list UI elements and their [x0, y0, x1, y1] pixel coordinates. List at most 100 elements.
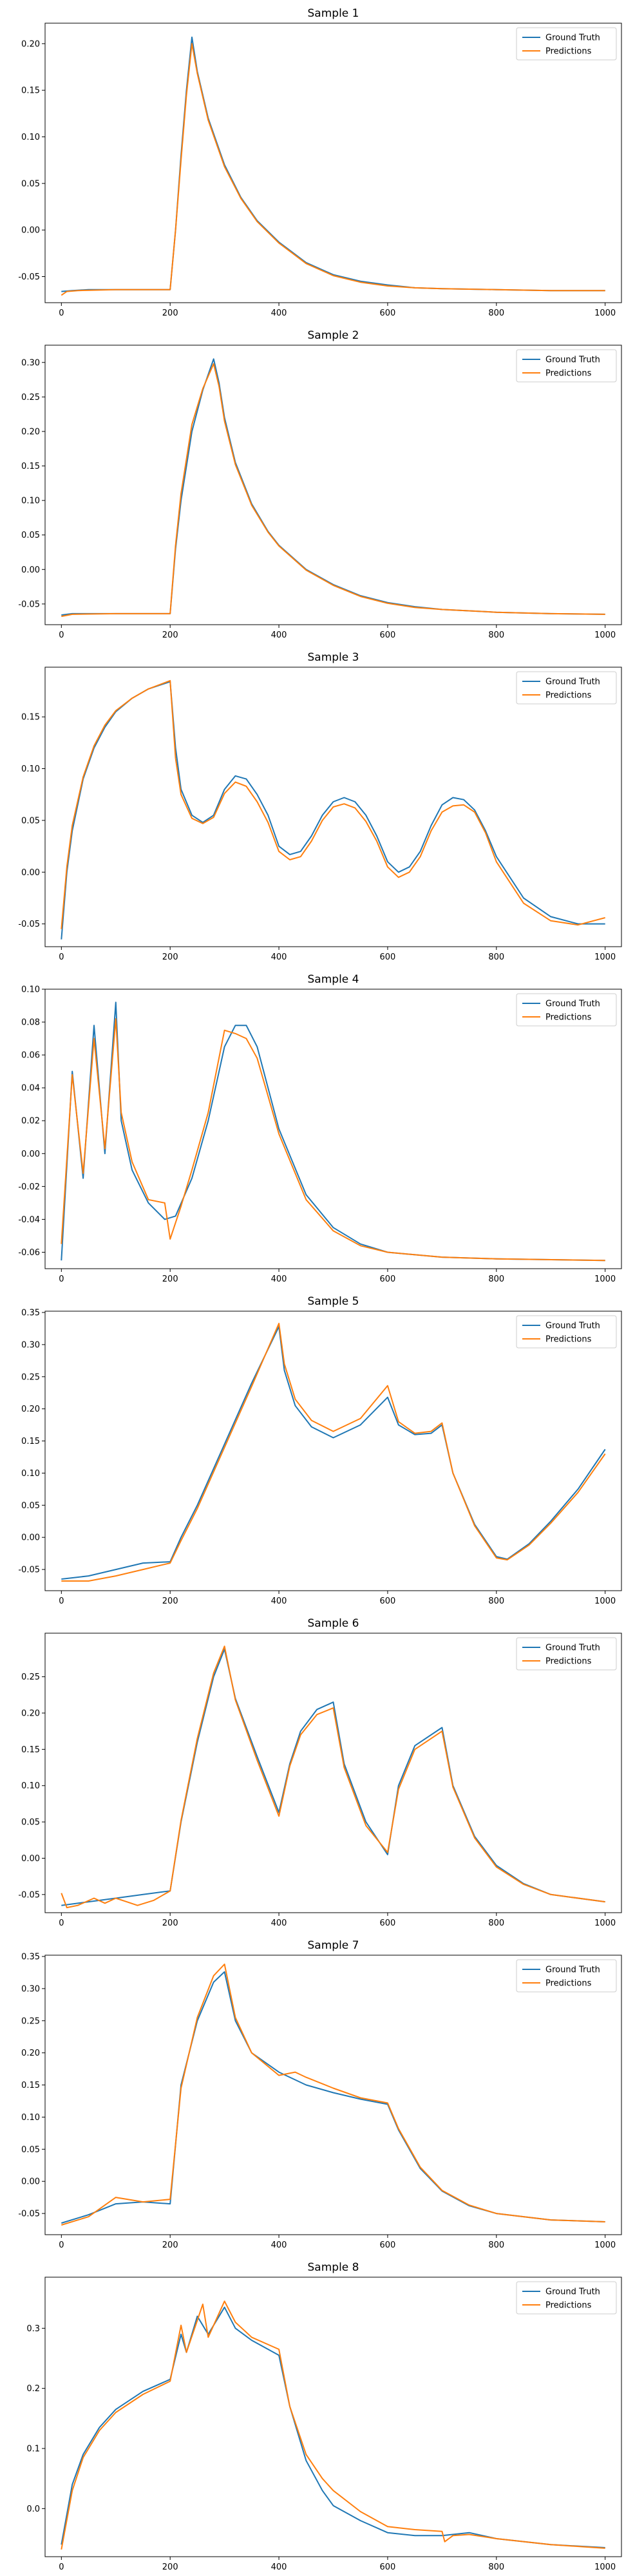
y-tick-label: 0.20	[21, 427, 40, 437]
chart-panel-4: Sample 4 0 200 400 600 800 1000 -0.06 -0.04 -0.02…	[0, 966, 644, 1288]
chart-title: Sample 1	[308, 7, 359, 20]
legend-label: Ground Truth	[545, 677, 600, 687]
x-tick-label: 0	[59, 308, 64, 318]
x-tick-label: 0	[59, 1274, 64, 1284]
y-tick-label: 0.05	[21, 816, 40, 826]
x-tick-label: 200	[162, 952, 178, 962]
chart-panel-6: Sample 6 0 200 400 600 800 1000 -0.05 0.00 0.05 0.…	[0, 1610, 644, 1932]
y-tick-label: 0.05	[21, 531, 40, 540]
legend: Ground Truth Predictions	[516, 671, 617, 705]
x-tick-label: 800	[488, 952, 504, 962]
series-line-ground-truth	[61, 36, 605, 292]
series-line-predictions	[61, 2300, 605, 2550]
legend-label: Predictions	[545, 691, 592, 701]
legend-label: Ground Truth	[545, 999, 600, 1009]
legend-box	[516, 1315, 617, 1349]
y-tick-label: 0.2	[26, 2384, 40, 2394]
x-tick-label: 800	[488, 1918, 504, 1928]
x-tick-label: 0	[59, 2562, 64, 2572]
x-tick-label: 200	[162, 2562, 178, 2572]
x-tick-label: 200	[162, 1596, 178, 1606]
chart-panel-2: Sample 2 0 200 400 600 800 1000 -0.05 0.00 0.05 0.…	[0, 322, 644, 644]
y-tick-label: 0.15	[21, 713, 40, 723]
y-tick-label: 0.00	[21, 868, 40, 878]
y-tick-label: -0.05	[18, 600, 40, 609]
y-tick-label: 0.06	[21, 1051, 40, 1061]
y-tick-label: 0.20	[21, 1709, 40, 1719]
series-line-ground-truth	[61, 681, 605, 940]
chart-panel-8: Sample 8 0 200 400 600 800 1000 0.0 0.1 0.2 0.3 Gro…	[0, 2254, 644, 2576]
chart-svg-2: Sample 2 0 200 400 600 800 1000 -0.05 0.00 0.05 0.…	[18, 329, 622, 640]
plot-frame	[44, 1633, 622, 1913]
y-tick-label: 0.20	[21, 39, 40, 49]
y-tick-label: 0.3	[26, 2324, 40, 2334]
y-tick-label: 0.10	[21, 133, 40, 142]
chart-svg-1: Sample 1 0 200 400 600 800 1000 -0.05 0.00 0.05 0.…	[18, 7, 622, 318]
y-tick-label: -0.05	[18, 2210, 40, 2219]
x-tick-label: 0	[59, 2240, 64, 2250]
chart-title: Sample 3	[308, 651, 359, 664]
y-tick-label: 0.05	[21, 1501, 40, 1511]
x-tick-label: 1000	[594, 2562, 616, 2572]
series-line-ground-truth	[61, 1648, 605, 1906]
x-tick-label: 600	[380, 2240, 396, 2250]
legend: Ground Truth Predictions	[516, 2281, 617, 2315]
series-line-ground-truth	[61, 1325, 606, 1580]
legend-label: Predictions	[545, 369, 592, 379]
plot-frame	[44, 1955, 622, 2235]
series-line-ground-truth	[61, 358, 605, 616]
y-tick-label: -0.02	[18, 1182, 40, 1192]
legend-label: Ground Truth	[545, 33, 600, 43]
y-tick-label: 0.35	[21, 1308, 40, 1318]
plot-frame	[44, 23, 622, 303]
legend-label: Predictions	[545, 1013, 592, 1023]
x-tick-label: 600	[380, 308, 396, 318]
legend: Ground Truth Predictions	[516, 1637, 617, 1671]
x-tick-label: 200	[162, 308, 178, 318]
y-tick-label: 0.00	[21, 1533, 40, 1543]
legend-label: Predictions	[545, 2301, 592, 2311]
y-tick-label: 0.0	[26, 2505, 40, 2514]
y-tick-label: -0.05	[18, 1566, 40, 1575]
x-tick-label: 1000	[594, 1596, 616, 1606]
x-tick-label: 400	[271, 630, 287, 640]
legend-box	[516, 671, 617, 705]
x-tick-label: 200	[162, 2240, 178, 2250]
chart-title: Sample 4	[308, 973, 359, 986]
y-tick-label: -0.04	[18, 1215, 40, 1225]
plot-frame	[44, 345, 622, 625]
legend-label: Predictions	[545, 1335, 592, 1345]
y-tick-label: 0.15	[21, 462, 40, 471]
legend-box	[516, 993, 617, 1027]
x-tick-label: 0	[59, 1596, 64, 1606]
y-tick-label: 0.15	[21, 86, 40, 96]
plot-frame	[44, 667, 622, 947]
x-tick-label: 1000	[594, 1918, 616, 1928]
x-tick-label: 0	[59, 952, 64, 962]
legend-label: Predictions	[545, 1979, 592, 1989]
chart-title: Sample 8	[308, 2261, 359, 2274]
x-tick-label: 400	[271, 1596, 287, 1606]
y-tick-label: 0.30	[21, 1984, 40, 1994]
y-tick-label: 0.10	[21, 2113, 40, 2123]
y-tick-label: 0.05	[21, 1818, 40, 1828]
x-tick-label: 1000	[594, 952, 616, 962]
x-tick-label: 200	[162, 1918, 178, 1928]
x-tick-label: 200	[162, 1274, 178, 1284]
plot-frame	[44, 1311, 622, 1591]
y-tick-label: 0.25	[21, 1372, 40, 1382]
y-tick-label: 0.25	[21, 2016, 40, 2026]
x-tick-label: 400	[271, 1918, 287, 1928]
x-tick-label: 800	[488, 1596, 504, 1606]
plot-frame	[44, 2277, 622, 2557]
y-tick-label: 0.15	[21, 1437, 40, 1446]
legend: Ground Truth Predictions	[516, 1315, 617, 1349]
x-tick-label: 1000	[594, 308, 616, 318]
y-tick-label: 0.15	[21, 1745, 40, 1755]
y-tick-label: 0.05	[21, 179, 40, 189]
chart-panel-1: Sample 1 0 200 400 600 800 1000 -0.05 0.00 0.05 0.…	[0, 0, 644, 322]
x-tick-label: 800	[488, 1274, 504, 1284]
y-tick-label: 0.25	[21, 393, 40, 402]
legend-label: Predictions	[545, 1657, 592, 1667]
